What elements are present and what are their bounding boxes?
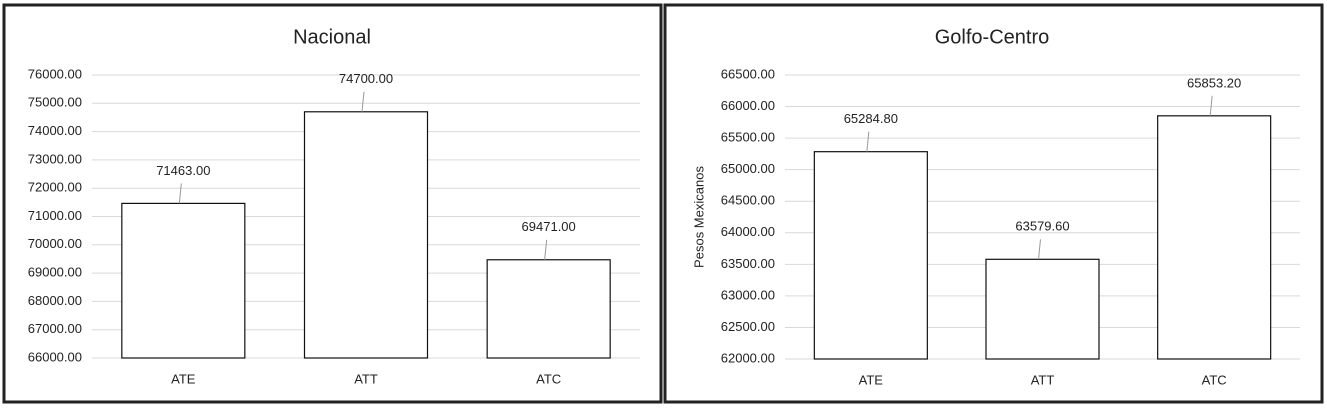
leader-line: [178, 183, 182, 204]
y-tick-label: 62000.00: [721, 350, 775, 365]
x-tick-label: ATT: [1031, 372, 1055, 387]
x-tick-label: ATC: [1202, 372, 1227, 387]
chart-title: Nacional: [293, 26, 371, 48]
y-tick-label: 63500.00: [721, 256, 775, 271]
y-tick-label: 65000.00: [721, 161, 775, 176]
data-label: 71463.00: [156, 163, 210, 178]
data-label: 63579.60: [1015, 219, 1069, 234]
x-tick-label: ATE: [171, 371, 196, 386]
y-tick-label: 65500.00: [721, 130, 775, 145]
y-tick-label: 63000.00: [721, 287, 775, 302]
y-axis-label: Pesos Mexicanos: [691, 166, 706, 268]
leader-line: [544, 239, 548, 260]
bar: [303, 111, 429, 359]
y-tick-label: 74000.00: [28, 123, 82, 138]
chart-title: Golfo-Centro: [935, 26, 1050, 48]
bar: [486, 259, 611, 359]
y-tick-label: 66500.00: [721, 66, 775, 81]
y-tick-label: 76000.00: [28, 66, 82, 81]
y-tick-label: 66000.00: [721, 98, 775, 113]
y-tick-label: 64500.00: [721, 193, 775, 208]
data-label: 65284.80: [844, 111, 898, 126]
y-tick-label: 62500.00: [721, 319, 775, 334]
bar: [813, 151, 928, 360]
y-tick-label: 64000.00: [721, 224, 775, 239]
y-tick-label: 70000.00: [28, 236, 82, 251]
y-tick-label: 73000.00: [28, 151, 82, 166]
data-label: 74700.00: [339, 71, 393, 86]
bar: [1157, 115, 1272, 360]
y-tick-label: 69000.00: [28, 265, 82, 280]
y-tick-label: 75000.00: [28, 95, 82, 110]
x-tick-label: ATC: [536, 371, 561, 386]
bar: [121, 202, 246, 359]
x-tick-label: ATT: [354, 371, 378, 386]
x-tick-label: ATE: [859, 372, 884, 387]
data-label: 69471.00: [522, 219, 576, 234]
y-tick-label: 72000.00: [28, 180, 82, 195]
y-tick-label: 67000.00: [28, 321, 82, 336]
y-tick-label: 68000.00: [28, 293, 82, 308]
y-tick-label: 71000.00: [28, 208, 82, 223]
leader-line: [1038, 239, 1041, 260]
leader-line: [1209, 95, 1213, 116]
data-label: 65853.20: [1187, 75, 1241, 90]
leader-line: [361, 91, 365, 112]
y-tick-label: 66000.00: [28, 349, 82, 364]
bar: [985, 258, 1100, 360]
leader-line: [866, 131, 870, 152]
